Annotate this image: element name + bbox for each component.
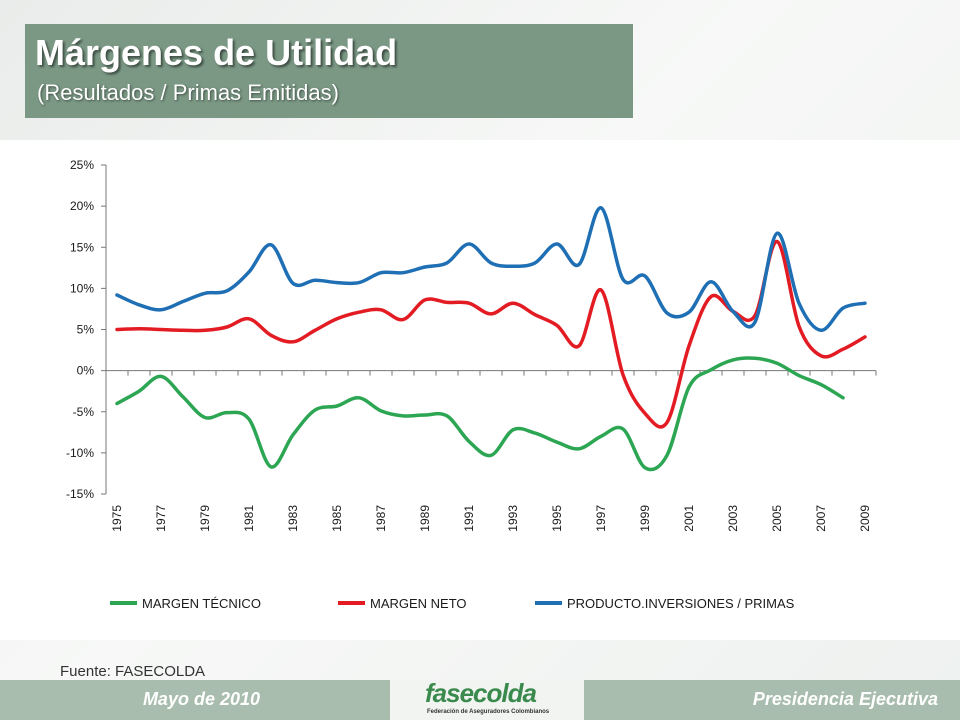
line-chart: 25% 20% 15% 10% 5% 0% -5% -10% -15% 1975 1977 1979 1… <box>66 158 877 611</box>
legend-label: MARGEN TÉCNICO <box>142 596 261 611</box>
footer-date: Mayo de 2010 <box>142 689 260 709</box>
series-line-producto-inversiones <box>115 206 867 333</box>
x-tick-label: 1997 <box>594 505 608 532</box>
series-line-margen-neto <box>115 239 867 429</box>
x-tick-label: 2007 <box>814 505 828 532</box>
series-line-margen-tecnico <box>115 356 845 472</box>
x-tick-label: 2009 <box>858 505 872 532</box>
y-tick-label: 0% <box>77 364 95 378</box>
legend-label: MARGEN NETO <box>370 596 467 611</box>
x-tick-label: 1995 <box>550 505 564 532</box>
source-note: Fuente: FASECOLDA <box>60 663 206 680</box>
y-tick-label: 25% <box>70 158 94 172</box>
logo-tagline: Federación de Aseguradores Colombianos <box>427 709 550 715</box>
y-tick-label: 20% <box>70 199 94 213</box>
x-tick-label: 1985 <box>330 505 344 532</box>
x-tick-label: 1999 <box>638 505 652 532</box>
y-tick-label: 10% <box>70 281 94 295</box>
title-box: Márgenes de Utilidad (Resultados / Prima… <box>25 24 633 118</box>
x-tick-label: 1993 <box>506 505 520 532</box>
x-tick-label: 2003 <box>726 505 740 532</box>
x-tick-label: 1981 <box>242 505 256 532</box>
x-tick-label: 1983 <box>286 505 300 532</box>
footer-right-panel: Presidencia Ejecutiva <box>584 680 960 720</box>
x-tick-label: 1991 <box>462 505 476 532</box>
footer-logo-panel <box>390 680 584 720</box>
legend-label: PRODUCTO.INVERSIONES / PRIMAS <box>567 596 795 611</box>
y-tick-label: -5% <box>73 405 95 419</box>
footer-left-panel: Mayo de 2010 <box>0 680 390 720</box>
fasecolda-logo: fasecolda Federación de Aseguradores Col… <box>425 678 555 720</box>
logo-name: fasecolda <box>425 678 537 708</box>
x-tick-label: 2001 <box>682 505 696 532</box>
x-tick-label: 1975 <box>110 505 124 532</box>
y-tick-label: 5% <box>77 323 95 337</box>
y-tick-label: -15% <box>66 487 94 501</box>
slide-subtitle: (Resultados / Primas Emitidas) <box>37 80 339 105</box>
footer-org: Presidencia Ejecutiva <box>752 689 938 709</box>
slide-title: Márgenes de Utilidad <box>35 32 398 73</box>
x-tick-label: 1979 <box>198 505 212 532</box>
y-tick-label: 15% <box>70 240 94 254</box>
x-tick-label: 1989 <box>418 505 432 532</box>
x-tick-label: 2005 <box>770 505 784 532</box>
x-tick-label: 1977 <box>154 505 168 532</box>
y-tick-label: -10% <box>66 446 94 460</box>
x-tick-label: 1987 <box>374 505 388 532</box>
chart-area: 25% 20% 15% 10% 5% 0% -5% -10% -15% 1975 1977 1979 1… <box>0 140 960 640</box>
footer-bar: Mayo de 2010 Presidencia Ejecutiva <box>0 680 960 720</box>
